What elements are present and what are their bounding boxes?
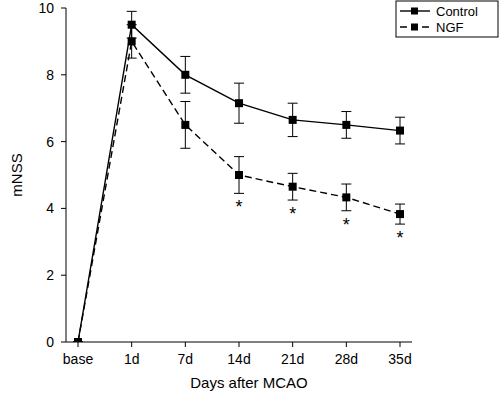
error-bar-cap bbox=[288, 136, 298, 137]
y-tick-label: 2 bbox=[46, 267, 54, 283]
x-tick bbox=[185, 342, 186, 347]
marker bbox=[289, 183, 297, 191]
error-bar-cap bbox=[395, 204, 405, 205]
error-bar-cap bbox=[180, 148, 190, 149]
series-line bbox=[78, 25, 400, 342]
annotation: * bbox=[396, 228, 403, 248]
x-tick-label: 14d bbox=[227, 351, 250, 367]
y-tick-label: 4 bbox=[46, 200, 54, 216]
error-bar-cap bbox=[288, 173, 298, 174]
annotation: * bbox=[343, 215, 350, 235]
y-tick bbox=[61, 208, 66, 209]
x-tick bbox=[239, 342, 240, 347]
error-bar-cap bbox=[234, 193, 244, 194]
error-bar-cap bbox=[341, 111, 351, 112]
error-bar bbox=[341, 112, 351, 139]
error-bar bbox=[234, 83, 244, 123]
marker bbox=[181, 71, 189, 79]
y-tick-label: 10 bbox=[38, 0, 54, 16]
marker bbox=[342, 121, 350, 129]
y-tick bbox=[61, 342, 66, 343]
annotation: * bbox=[235, 197, 242, 217]
error-bar bbox=[341, 184, 351, 211]
error-bar-cap bbox=[395, 143, 405, 144]
x-tick bbox=[400, 342, 401, 347]
error-bar-cap bbox=[127, 58, 137, 59]
y-tick-label: 8 bbox=[46, 67, 54, 83]
error-bar-cap bbox=[395, 224, 405, 225]
legend-label: NGF bbox=[436, 20, 464, 35]
legend: ControlNGF bbox=[396, 1, 498, 37]
plot-marks bbox=[73, 11, 405, 342]
y-tick bbox=[61, 8, 66, 9]
annotation: * bbox=[289, 204, 296, 224]
error-bar bbox=[288, 103, 298, 136]
marker bbox=[128, 37, 136, 45]
y-tick bbox=[61, 275, 66, 276]
marker bbox=[396, 127, 404, 135]
x-tick bbox=[292, 342, 293, 347]
x-tick-label: 1d bbox=[124, 351, 140, 367]
error-bar-cap bbox=[234, 83, 244, 84]
marker bbox=[289, 116, 297, 124]
error-bar-cap bbox=[288, 200, 298, 201]
x-tick-label: 35d bbox=[388, 351, 411, 367]
marker bbox=[74, 338, 82, 342]
error-bar-cap bbox=[234, 123, 244, 124]
y-tick bbox=[61, 141, 66, 142]
marker bbox=[235, 99, 243, 107]
x-tick bbox=[78, 342, 79, 347]
error-bar-cap bbox=[234, 156, 244, 157]
error-bar-cap bbox=[341, 138, 351, 139]
error-bar-cap bbox=[180, 101, 190, 102]
x-tick-label: 21d bbox=[281, 351, 304, 367]
marker bbox=[181, 121, 189, 129]
marker bbox=[342, 193, 350, 201]
legend-marker bbox=[411, 24, 418, 31]
error-bar-cap bbox=[341, 184, 351, 185]
error-bar-cap bbox=[127, 11, 137, 12]
x-tick-label: 7d bbox=[178, 351, 194, 367]
error-bar-cap bbox=[127, 24, 137, 25]
error-bar bbox=[180, 102, 190, 149]
error-bar-cap bbox=[395, 117, 405, 118]
error-bar-cap bbox=[341, 210, 351, 211]
y-tick bbox=[61, 74, 66, 75]
y-tick-label: 0 bbox=[46, 334, 54, 350]
marker bbox=[235, 171, 243, 179]
x-tick-label: 28d bbox=[335, 351, 358, 367]
error-bar-cap bbox=[288, 103, 298, 104]
x-axis-label: Days after MCAO bbox=[190, 374, 308, 391]
series-line bbox=[78, 41, 400, 342]
error-bar bbox=[234, 157, 244, 194]
legend-marker bbox=[411, 8, 418, 15]
legend-label: Control bbox=[436, 4, 478, 19]
error-bar-cap bbox=[180, 93, 190, 94]
legend-box bbox=[396, 1, 498, 37]
y-axis-label: mNSS bbox=[8, 153, 25, 196]
marker bbox=[396, 210, 404, 218]
error-bar bbox=[395, 204, 405, 224]
chart: 0 2 4 6 8 10 base 1d 7d 14d 21d 28d 35d mNSS Days afte… bbox=[0, 0, 500, 395]
marker bbox=[74, 338, 82, 342]
error-bar-cap bbox=[180, 56, 190, 57]
x-tick bbox=[346, 342, 347, 347]
error-bar bbox=[288, 173, 298, 200]
error-bar bbox=[395, 117, 405, 144]
y-tick-label: 6 bbox=[46, 134, 54, 150]
error-bar bbox=[127, 25, 137, 58]
x-tick bbox=[131, 342, 132, 347]
y-axis bbox=[66, 8, 67, 342]
x-tick-label: base bbox=[63, 351, 94, 367]
error-bar bbox=[180, 56, 190, 93]
